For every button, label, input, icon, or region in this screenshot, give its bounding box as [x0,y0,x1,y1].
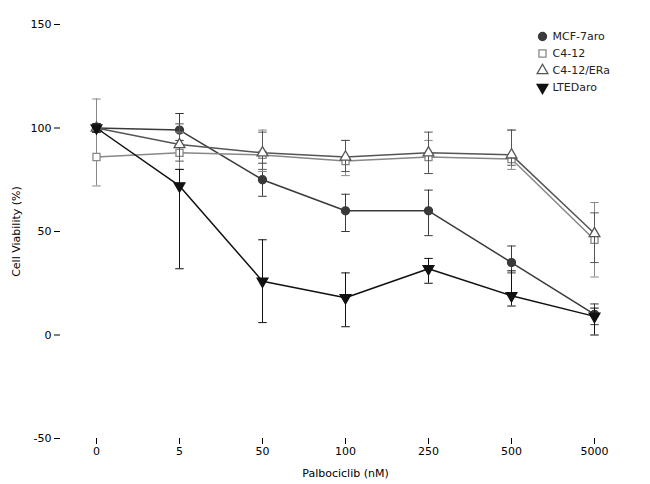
svg-text:LTEDaro: LTEDaro [553,81,598,94]
svg-text:500: 500 [501,445,522,458]
svg-text:MCF-7aro: MCF-7aro [553,30,605,43]
svg-text:50: 50 [256,445,270,458]
svg-text:-50: -50 [34,432,52,445]
svg-text:Cell Viability (%): Cell Viability (%) [10,186,23,277]
svg-text:C4-12/ERa: C4-12/ERa [553,64,610,77]
svg-text:150: 150 [31,18,52,31]
svg-text:C4-12: C4-12 [553,47,586,60]
svg-text:0: 0 [93,445,100,458]
svg-text:250: 250 [418,445,439,458]
svg-text:5: 5 [176,445,183,458]
svg-text:0: 0 [45,329,52,342]
svg-text:100: 100 [335,445,356,458]
svg-text:100: 100 [31,122,52,135]
svg-text:5000: 5000 [581,445,609,458]
svg-text:Palbociclib (nM): Palbociclib (nM) [302,467,388,480]
svg-text:50: 50 [38,225,52,238]
